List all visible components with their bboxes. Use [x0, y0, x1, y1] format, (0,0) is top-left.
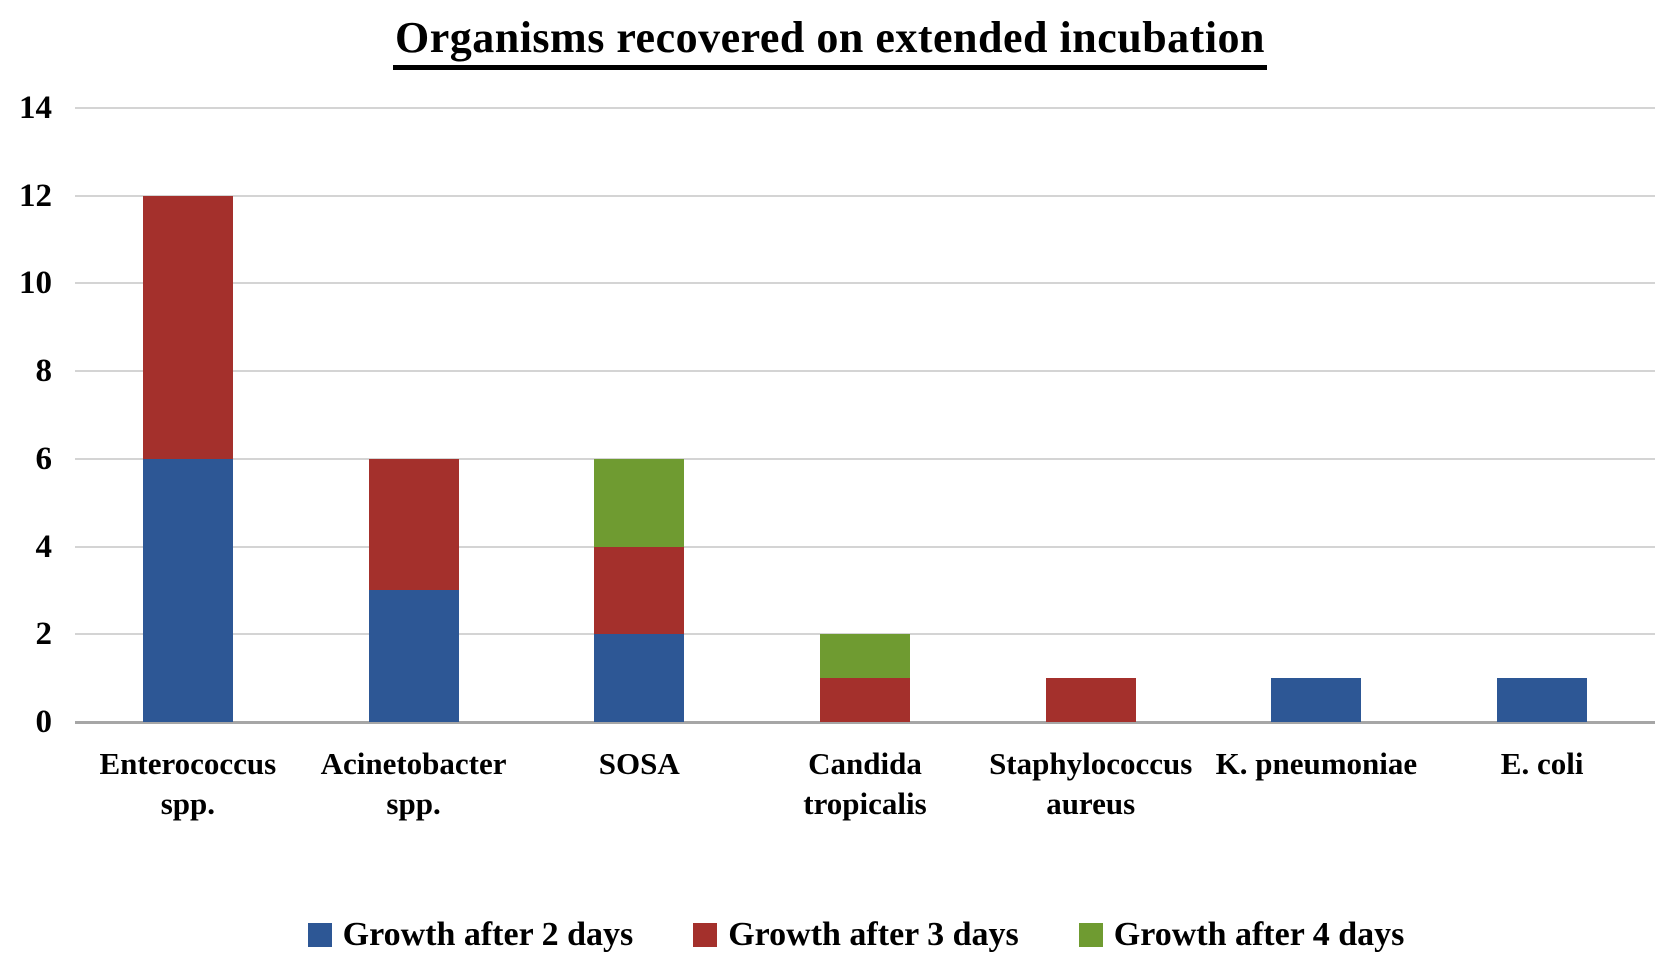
y-tick-label-10: 10 [19, 265, 52, 302]
legend-swatch-2 [693, 923, 718, 947]
chart-title-wrap: Organisms recovered on extended incubati… [0, 13, 1660, 71]
x-category-label-6: K. pneumoniae [1215, 746, 1418, 781]
bar-segment-growth-after-4-days-4 [820, 634, 910, 679]
legend-item-1: Growth after 2 days [307, 916, 634, 954]
bar-segment-growth-after-4-days-3 [594, 458, 685, 547]
bar-segment-growth-after-2-days-7 [1497, 678, 1588, 722]
x-category-label-4: Candida tropicalis [803, 746, 927, 821]
bar-segment-growth-after-3-days-1 [142, 195, 233, 459]
y-tick-label-14: 14 [19, 90, 52, 126]
gridline-y-12 [75, 194, 1655, 197]
y-tick-label-12: 12 [19, 177, 52, 214]
bar-segment-growth-after-2-days-6 [1271, 678, 1362, 722]
x-category-label-7: E. coli [1500, 746, 1584, 781]
x-category-label-5: Staphylococcus aureus [989, 746, 1193, 821]
bar-segment-growth-after-3-days-3 [594, 546, 685, 635]
legend-label-2: Growth after 3 days [728, 916, 1019, 953]
bar-segment-growth-after-2-days-2 [368, 590, 459, 722]
gridline-y-6 [75, 457, 1655, 460]
y-tick-label-4: 4 [35, 528, 53, 565]
x-axis-line [75, 721, 1655, 724]
gridline-y-4 [75, 545, 1655, 548]
x-category-label-3: SOSA [598, 746, 680, 781]
legend-swatch-1 [307, 923, 332, 947]
gridline-y-8 [75, 370, 1655, 373]
legend-label-1: Growth after 2 days [342, 916, 634, 953]
y-tick-label-0: 0 [35, 704, 53, 740]
legend-swatch-3 [1078, 923, 1103, 947]
legend-item-2: Growth after 3 days [693, 916, 1019, 954]
gridline-y-10 [75, 282, 1655, 285]
chart-title: Organisms recovered on extended incubati… [392, 13, 1268, 71]
bar-segment-growth-after-3-days-2 [368, 458, 459, 591]
bar-segment-growth-after-2-days-1 [142, 458, 233, 722]
legend-item-3: Growth after 4 days [1078, 916, 1405, 954]
y-tick-label-8: 8 [35, 353, 53, 390]
x-category-label-2: Acinetobacter spp. [320, 746, 507, 821]
bar-segment-growth-after-3-days-5 [1045, 678, 1136, 722]
bar-segment-growth-after-2-days-3 [594, 634, 685, 722]
legend: Growth after 2 days Growth after 3 days Gr… [26, 916, 1660, 954]
bar-segment-growth-after-3-days-4 [820, 678, 910, 722]
y-tick-label-2: 2 [35, 616, 53, 653]
x-category-label-1: Enterococcus spp. [99, 746, 277, 821]
gridline-y-14 [75, 107, 1655, 109]
legend-label-3: Growth after 4 days [1113, 916, 1405, 953]
y-tick-label-6: 6 [35, 440, 53, 477]
